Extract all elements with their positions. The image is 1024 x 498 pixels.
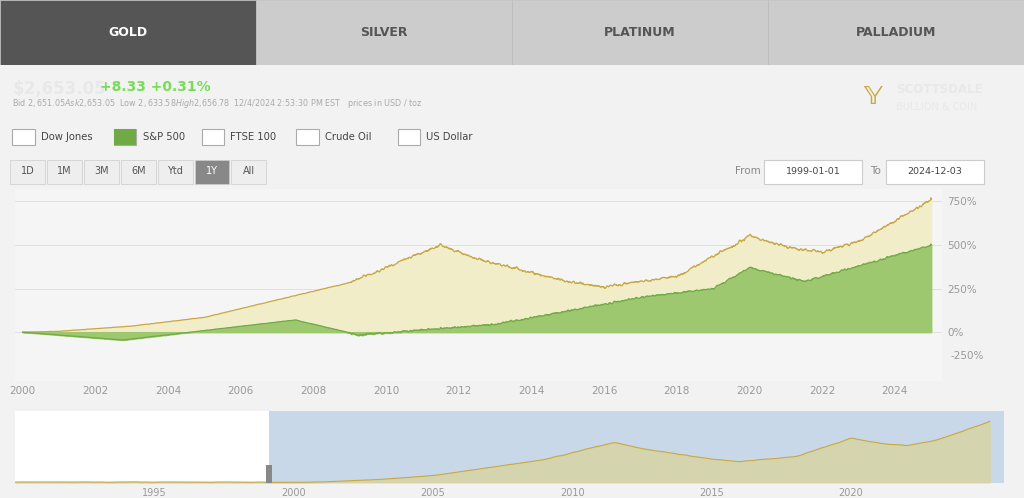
Bar (114, 129, 136, 144)
Text: SCOTTSDALE: SCOTTSDALE (896, 83, 983, 96)
FancyBboxPatch shape (47, 159, 82, 184)
Bar (266, 465, 272, 483)
FancyBboxPatch shape (231, 159, 266, 184)
FancyBboxPatch shape (886, 160, 984, 184)
Text: GOLD: GOLD (109, 26, 147, 39)
Text: Bid $2,651.05  Ask $2,653.05  Low $2,633.58  High $2,656.78  12/4/2024 2:53:30 P: Bid $2,651.05 Ask $2,653.05 Low $2,633.5… (12, 97, 423, 110)
FancyBboxPatch shape (84, 159, 119, 184)
FancyBboxPatch shape (512, 0, 768, 65)
Text: -250%: -250% (950, 351, 984, 361)
Bar (114, 129, 136, 144)
FancyBboxPatch shape (158, 159, 193, 184)
Text: 1D: 1D (20, 166, 35, 176)
Text: Crude Oil: Crude Oil (325, 132, 372, 142)
FancyBboxPatch shape (768, 0, 1024, 65)
Text: 3M: 3M (94, 166, 109, 176)
Text: From: From (735, 166, 761, 176)
FancyBboxPatch shape (764, 160, 862, 184)
FancyBboxPatch shape (121, 159, 156, 184)
Text: FTSE 100: FTSE 100 (230, 132, 276, 142)
Text: PLATINUM: PLATINUM (604, 26, 676, 39)
Text: S&P 500: S&P 500 (142, 132, 184, 142)
Bar (12, 129, 35, 144)
FancyBboxPatch shape (10, 159, 45, 184)
Text: Dow Jones: Dow Jones (41, 132, 92, 142)
Text: 6M: 6M (131, 166, 145, 176)
Text: 2024-12-03: 2024-12-03 (907, 167, 963, 176)
Text: US Dollar: US Dollar (426, 132, 473, 142)
Text: Ytd: Ytd (167, 166, 183, 176)
Text: 1Y: 1Y (206, 166, 218, 176)
Text: 1M: 1M (57, 166, 72, 176)
Text: BULLION & COIN: BULLION & COIN (896, 103, 977, 113)
FancyBboxPatch shape (0, 0, 256, 65)
Bar (397, 129, 420, 144)
Text: $2,653.05: $2,653.05 (12, 80, 105, 98)
FancyBboxPatch shape (256, 0, 512, 65)
Bar (296, 129, 318, 144)
Text: +8.33 +0.31%: +8.33 +0.31% (100, 80, 211, 94)
Bar (202, 129, 224, 144)
FancyBboxPatch shape (195, 159, 229, 184)
Bar (15, 411, 269, 483)
Text: All: All (243, 166, 255, 176)
Text: 𝕐: 𝕐 (863, 85, 882, 109)
Text: PALLADIUM: PALLADIUM (856, 26, 936, 39)
Text: SILVER: SILVER (360, 26, 408, 39)
Text: To: To (870, 166, 882, 176)
Text: 1999-01-01: 1999-01-01 (785, 167, 841, 176)
